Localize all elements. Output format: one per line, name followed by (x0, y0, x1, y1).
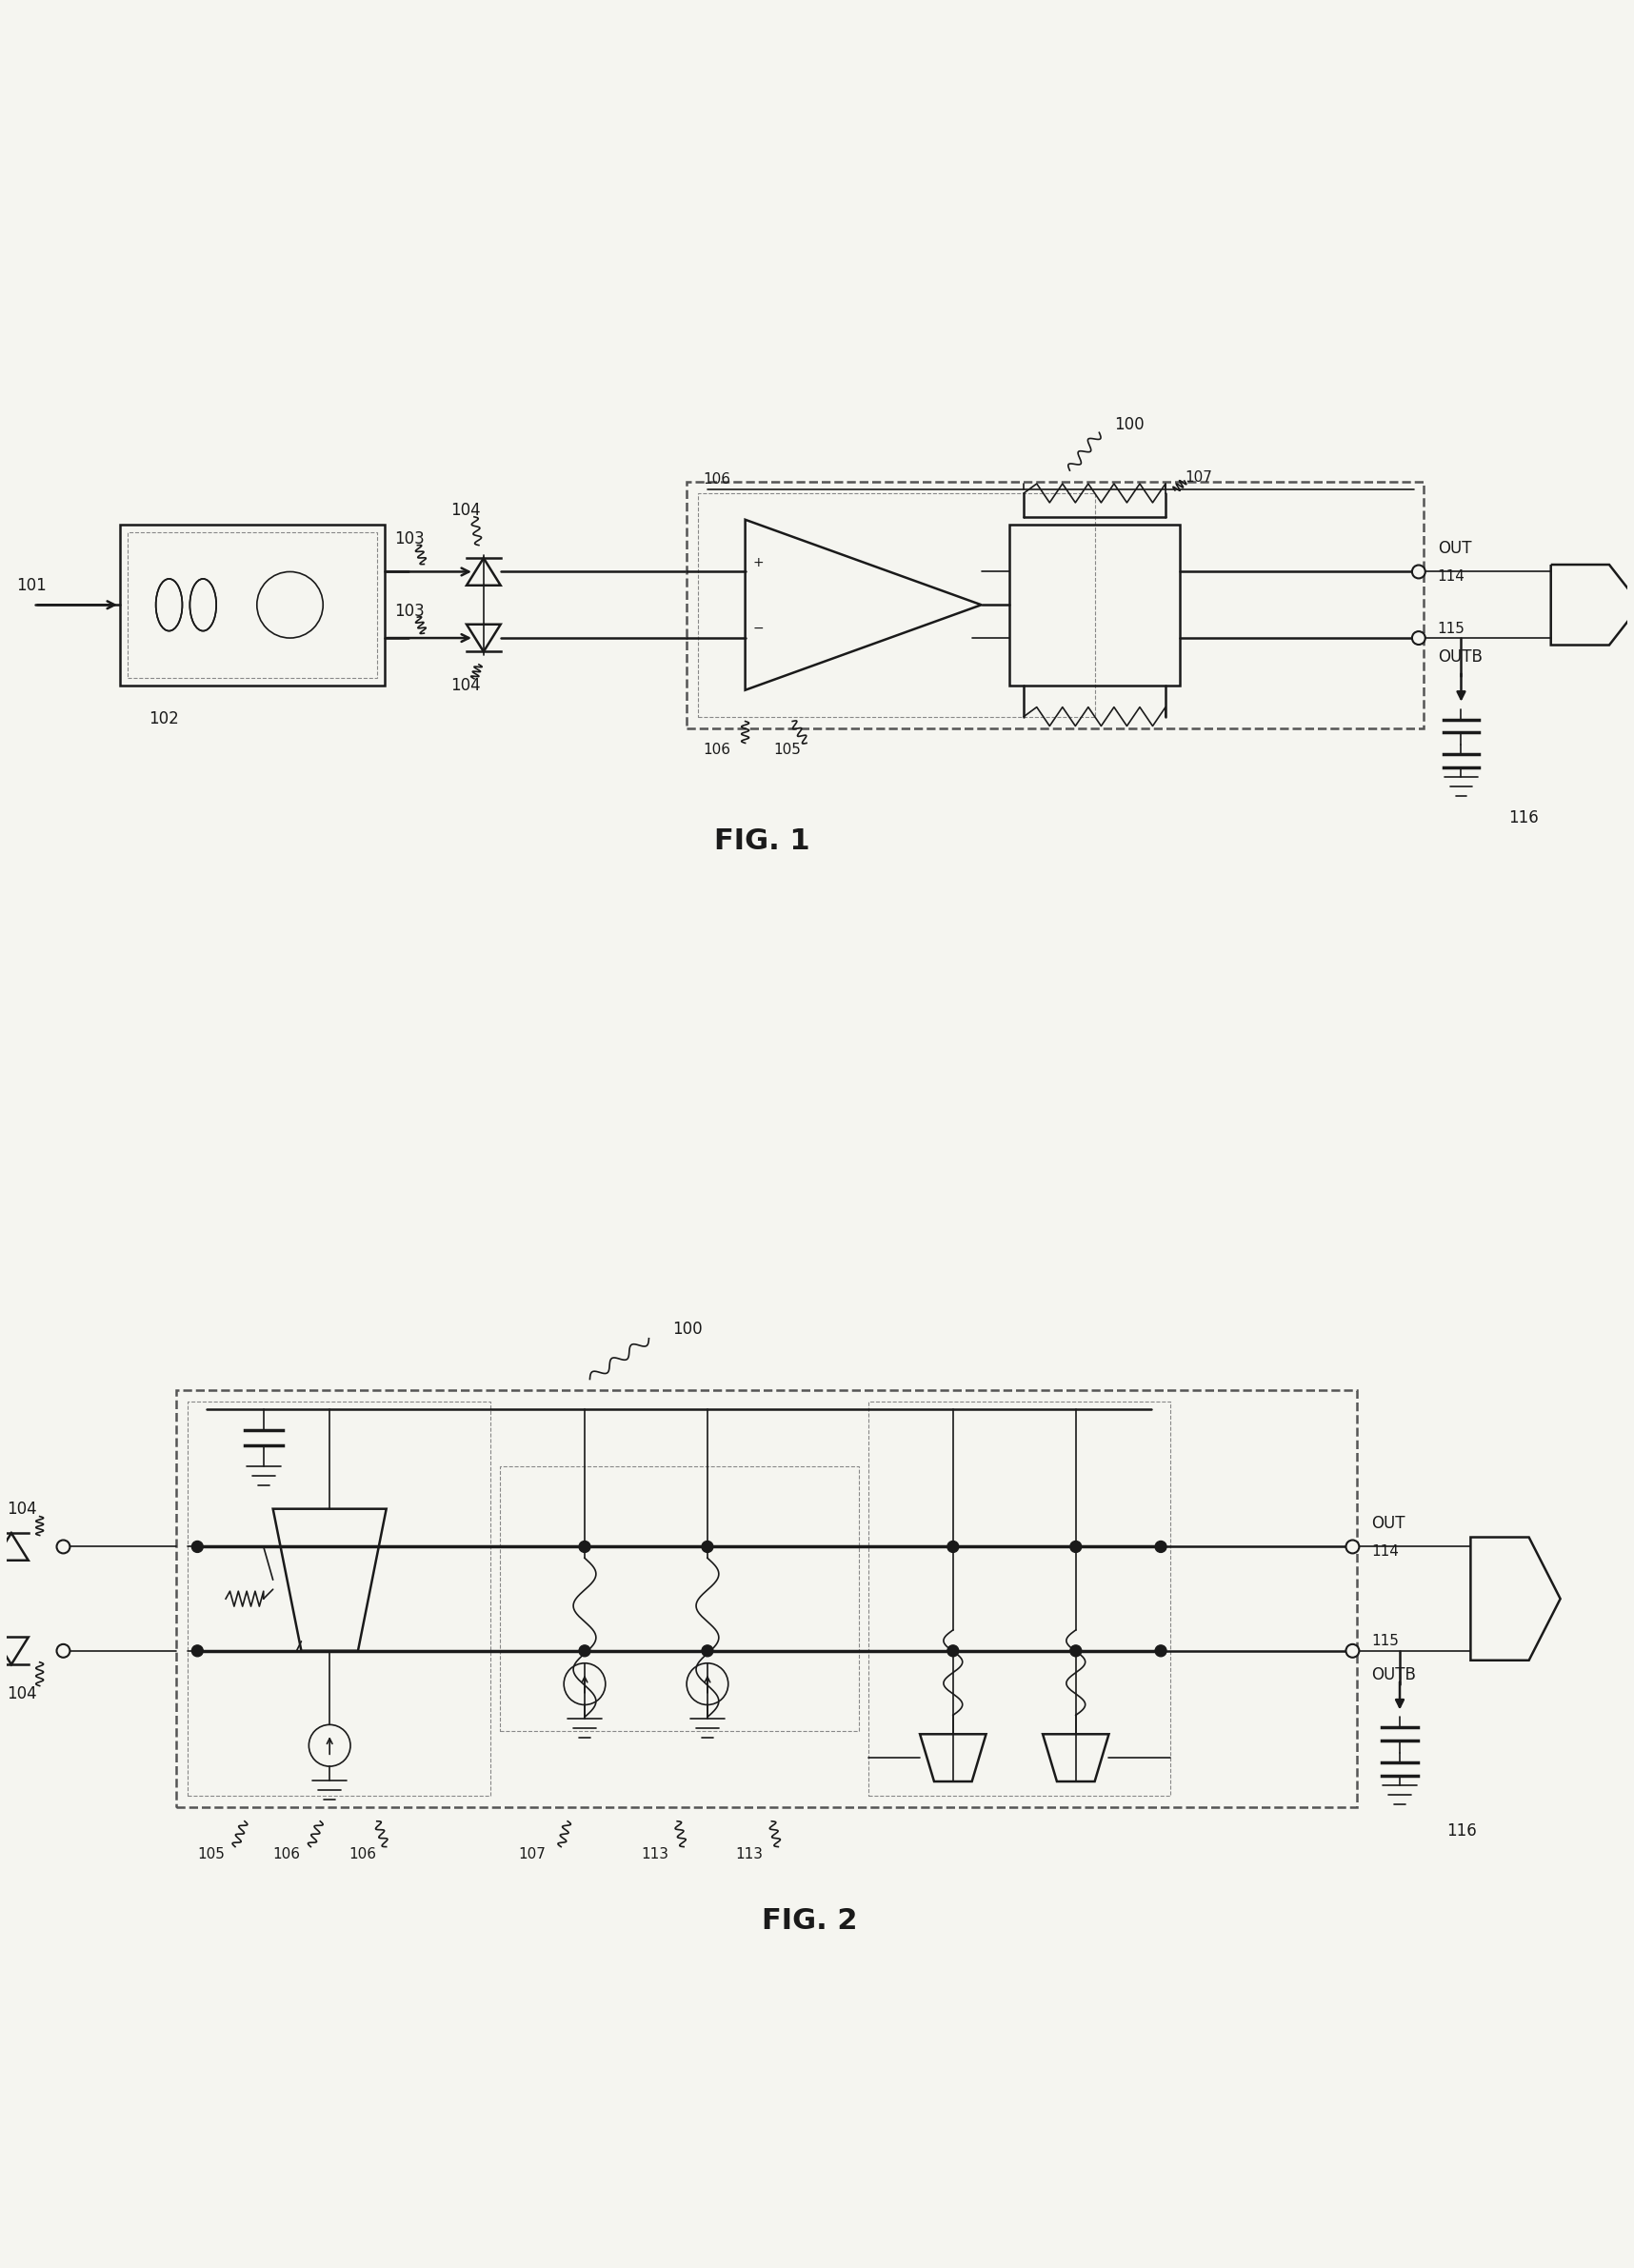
Bar (127, 533, 377, 678)
Text: 104: 104 (7, 1685, 36, 1701)
Bar (686, 481, 1423, 728)
Bar (500, 1465, 858, 1730)
Text: 104: 104 (451, 676, 480, 694)
Circle shape (701, 1540, 712, 1551)
Text: 105: 105 (198, 1846, 225, 1862)
Bar (119, 524, 384, 685)
Text: −: − (753, 621, 763, 635)
Text: 114: 114 (1371, 1545, 1399, 1558)
Circle shape (1412, 565, 1425, 578)
Circle shape (191, 1540, 203, 1551)
Text: OUT: OUT (1438, 540, 1471, 556)
Circle shape (1155, 1540, 1167, 1551)
Circle shape (948, 1644, 959, 1656)
Text: 107: 107 (1185, 469, 1212, 483)
Text: 101: 101 (16, 578, 46, 594)
Text: OUTB: OUTB (1438, 649, 1482, 665)
Circle shape (1155, 1644, 1167, 1656)
Text: 100: 100 (1114, 417, 1144, 433)
Text: 115: 115 (1371, 1635, 1399, 1649)
Text: 116: 116 (1508, 810, 1539, 826)
Bar (1010, 524, 1180, 685)
Text: 104: 104 (7, 1499, 36, 1517)
Text: 104: 104 (451, 501, 480, 519)
Text: FIG. 1: FIG. 1 (714, 828, 810, 855)
Text: 106: 106 (703, 472, 730, 485)
Bar (698, 492, 1095, 717)
Circle shape (1346, 1644, 1359, 1658)
Text: 107: 107 (518, 1846, 546, 1862)
Bar (176, 1390, 1358, 1808)
Text: OUT: OUT (1371, 1515, 1405, 1531)
Text: 103: 103 (394, 603, 425, 619)
Circle shape (1412, 631, 1425, 644)
Text: 102: 102 (149, 710, 178, 728)
Circle shape (578, 1540, 590, 1551)
Text: 116: 116 (1448, 1821, 1477, 1839)
Text: 105: 105 (773, 742, 801, 758)
Text: 106: 106 (703, 742, 730, 758)
Text: 100: 100 (673, 1320, 703, 1338)
Circle shape (57, 1540, 70, 1554)
Circle shape (701, 1644, 712, 1656)
Bar (868, 1402, 1170, 1796)
Circle shape (1070, 1540, 1082, 1551)
Text: 106: 106 (348, 1846, 376, 1862)
Circle shape (57, 1644, 70, 1658)
Text: +: + (753, 556, 763, 569)
Circle shape (1346, 1540, 1359, 1554)
Bar (188, 1402, 490, 1796)
Text: 103: 103 (394, 531, 425, 547)
Text: 106: 106 (273, 1846, 301, 1862)
Circle shape (1070, 1644, 1082, 1656)
Circle shape (191, 1644, 203, 1656)
Text: OUTB: OUTB (1371, 1667, 1417, 1683)
Text: 114: 114 (1438, 569, 1466, 583)
Text: 113: 113 (735, 1846, 763, 1862)
Text: 115: 115 (1438, 621, 1466, 635)
Text: 113: 113 (641, 1846, 668, 1862)
Text: FIG. 2: FIG. 2 (761, 1907, 858, 1935)
Circle shape (578, 1644, 590, 1656)
Circle shape (948, 1540, 959, 1551)
